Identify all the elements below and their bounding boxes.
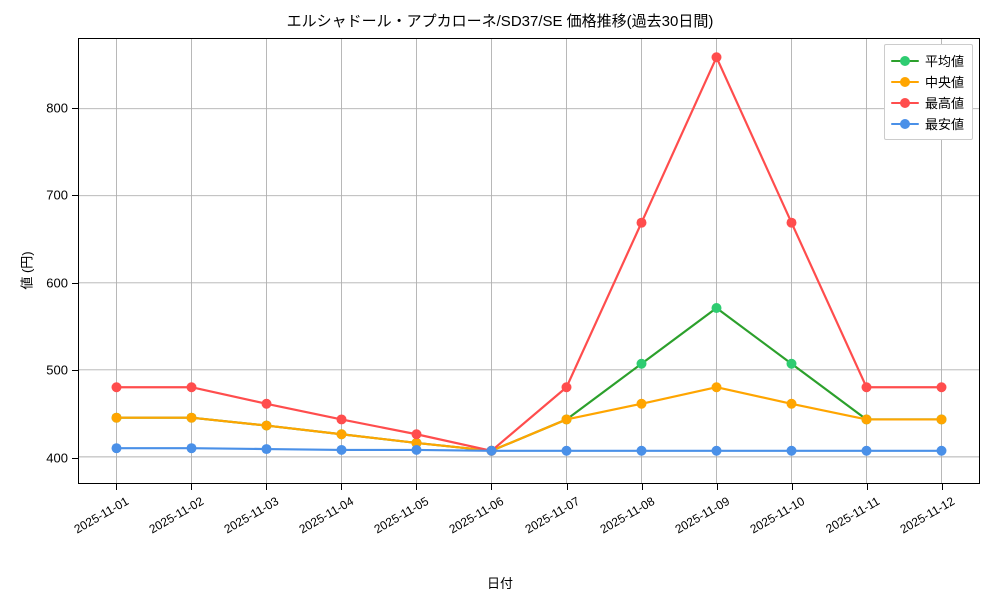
data-point	[411, 444, 422, 455]
legend-swatch-icon	[891, 97, 919, 109]
legend-label: 最安値	[925, 117, 965, 132]
series-最高値	[111, 52, 947, 456]
x-axis-tick-label: 2025-11-05	[371, 494, 432, 537]
data-point	[861, 382, 872, 393]
x-axis-label: 日付	[486, 576, 513, 591]
x-axis-tick-label: 2025-11-03	[221, 494, 281, 537]
x-axis-tick-mark	[641, 484, 643, 490]
y-axis-tick-labels: 400 500 600 700 800	[0, 38, 68, 484]
legend-item-平均値[interactable]: 平均値	[891, 50, 964, 71]
data-point	[336, 414, 347, 425]
data-point	[261, 398, 272, 409]
legend-swatch-icon	[891, 76, 919, 88]
x-axis-tick-mark	[942, 484, 944, 490]
data-point	[111, 412, 122, 423]
grid-lines	[79, 39, 979, 483]
y-axis-tick-label: 700	[46, 187, 68, 203]
data-point	[561, 382, 572, 393]
data-point	[711, 445, 722, 456]
data-point	[636, 445, 647, 456]
chart-legend: 平均値中央値最高値最安値	[884, 44, 974, 140]
x-axis-tick-mark	[190, 484, 192, 490]
x-axis-tick-label: 2025-11-07	[522, 494, 582, 537]
x-axis-tick-mark	[265, 484, 267, 490]
data-series	[111, 52, 947, 456]
data-point	[861, 414, 872, 425]
legend-item-最高値[interactable]: 最高値	[891, 92, 964, 113]
x-axis-tick-label: 2025-11-10	[747, 494, 808, 537]
legend-swatch-icon	[891, 118, 919, 130]
x-axis-tick-label: 2025-11-09	[672, 494, 732, 537]
data-point	[186, 382, 197, 393]
chart-title: エルシャドール・アプカローネ/SD37/SE 価格推移(過去30日間)	[286, 13, 714, 30]
legend-item-中央値[interactable]: 中央値	[891, 71, 964, 92]
x-axis-tick-label: 2025-11-06	[447, 494, 507, 537]
y-axis-tick-mark	[72, 282, 78, 284]
data-point	[786, 445, 797, 456]
legend-label: 中央値	[925, 75, 965, 90]
data-point	[111, 382, 122, 393]
data-point	[636, 358, 647, 369]
data-point	[936, 414, 947, 425]
data-point	[411, 437, 422, 448]
x-axis-tick-mark	[867, 484, 869, 490]
x-axis-tick-label: 2025-11-11	[823, 494, 883, 536]
y-axis-tick-label: 800	[46, 100, 68, 116]
x-axis-tick-mark	[115, 484, 117, 490]
data-point	[636, 398, 647, 409]
y-axis-tick-mark	[72, 457, 78, 459]
data-point	[111, 443, 122, 454]
data-point	[336, 429, 347, 440]
plot-area	[78, 38, 980, 484]
x-axis-tick-mark	[716, 484, 718, 490]
x-axis-tick-label: 2025-11-12	[898, 494, 958, 537]
legend-swatch-icon	[891, 55, 919, 67]
x-axis-tick-label: 2025-11-04	[296, 494, 357, 537]
x-axis-tick-mark	[792, 484, 794, 490]
x-axis-tick-label: 2025-11-08	[597, 494, 657, 537]
data-point	[411, 429, 422, 440]
series-中央値	[111, 382, 947, 456]
data-point	[711, 303, 722, 313]
data-point	[336, 444, 347, 455]
data-point	[561, 414, 572, 425]
y-axis-tick-mark	[72, 370, 78, 372]
series-最安値	[111, 443, 947, 456]
x-axis-tick-mark	[341, 484, 343, 490]
y-axis-label: 値 (円)	[19, 251, 35, 290]
data-point	[186, 443, 197, 454]
data-point	[486, 445, 497, 456]
x-axis-tick-label: 2025-11-01	[71, 494, 131, 537]
y-axis-tick-label: 500	[46, 362, 68, 378]
data-point	[711, 52, 722, 63]
x-axis-tick-label: 2025-11-02	[146, 494, 206, 537]
data-point	[261, 444, 272, 455]
data-point	[786, 398, 797, 409]
legend-label: 最高値	[925, 96, 965, 111]
data-point	[861, 445, 872, 456]
data-point	[936, 445, 947, 456]
data-point	[561, 445, 572, 456]
legend-label: 平均値	[925, 54, 965, 69]
data-point	[786, 358, 797, 369]
x-axis-tick-mark	[416, 484, 418, 490]
x-axis-tick-mark	[566, 484, 568, 490]
y-axis-tick-label: 600	[46, 275, 68, 291]
data-point	[261, 420, 272, 431]
legend-item-最安値[interactable]: 最安値	[891, 113, 964, 134]
series-平均値	[111, 303, 947, 456]
y-axis-tick-mark	[72, 107, 78, 109]
data-point	[936, 382, 947, 393]
data-point	[786, 217, 797, 228]
data-point	[711, 382, 722, 393]
data-point	[186, 412, 197, 423]
data-point	[636, 217, 647, 228]
y-axis-tick-label: 400	[46, 450, 68, 466]
x-axis-tick-mark	[491, 484, 493, 490]
y-axis-tick-mark	[72, 195, 78, 197]
